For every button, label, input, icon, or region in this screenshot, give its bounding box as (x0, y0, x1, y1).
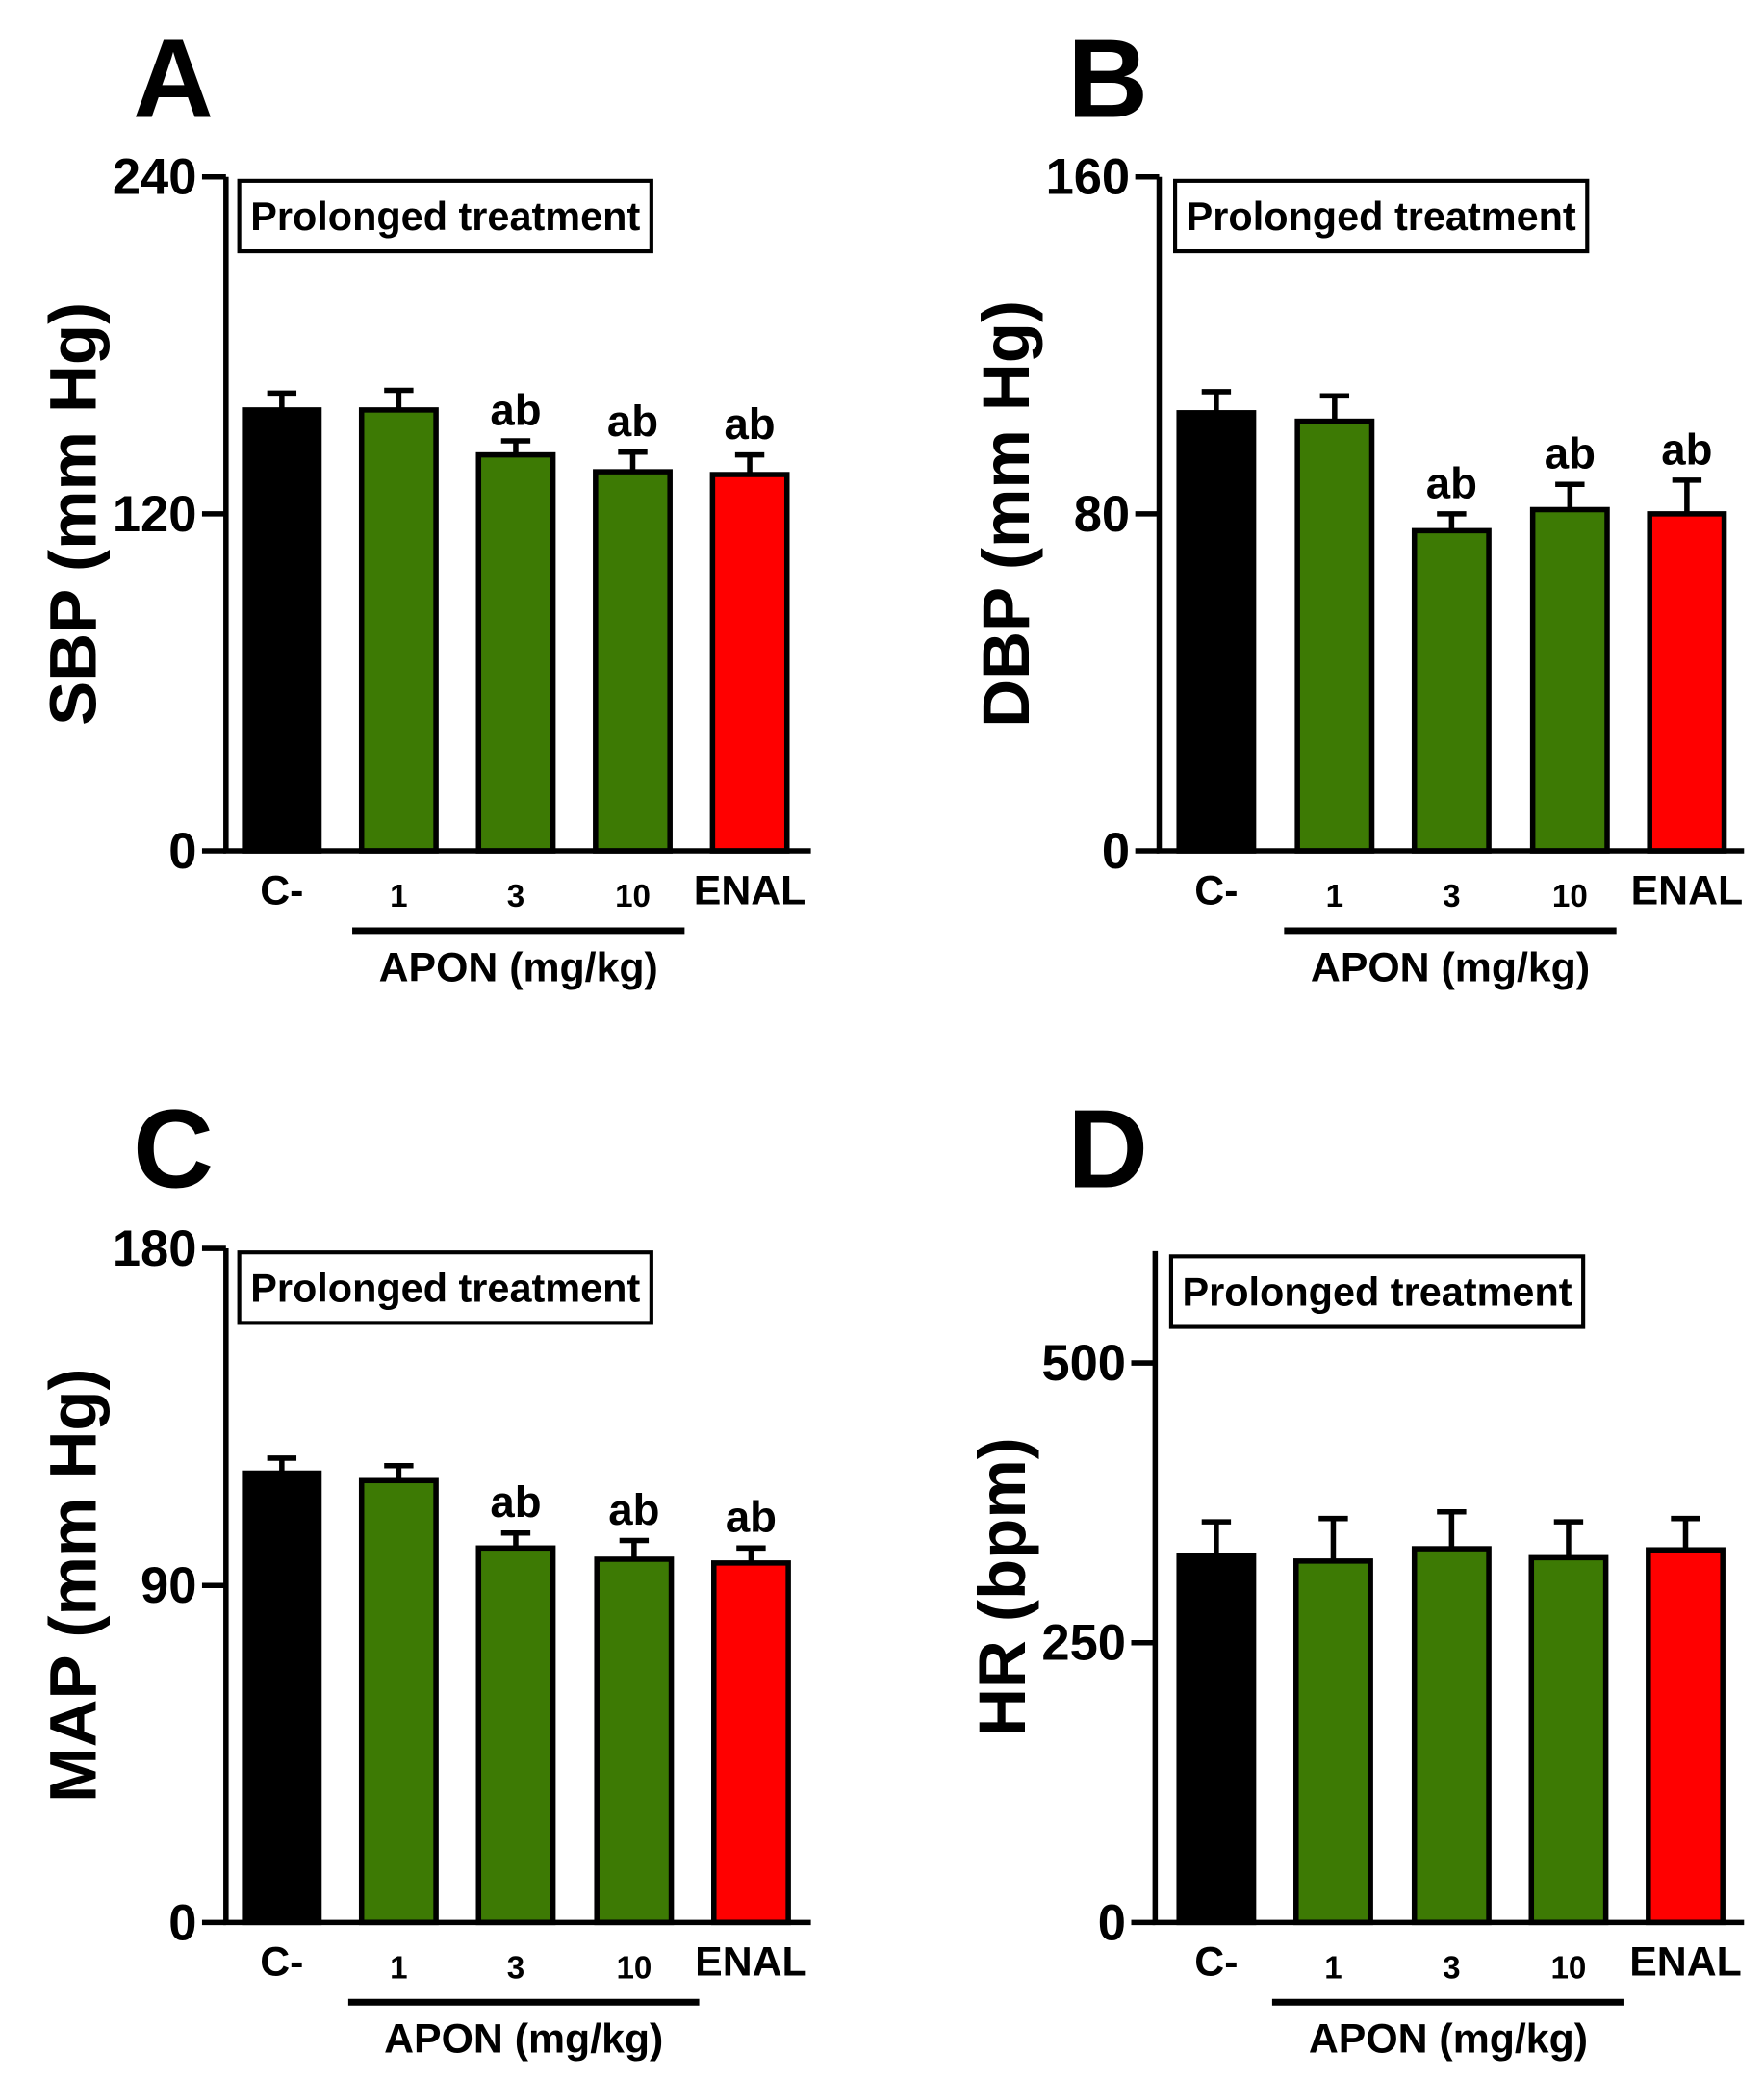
chart-title: Prolonged treatment (250, 1265, 640, 1310)
bar-enal (709, 472, 790, 854)
bar-c (242, 407, 322, 854)
y-tick-label: 250 (1041, 1615, 1126, 1672)
y-tick-label: 240 (113, 149, 197, 206)
significance-label: ab (608, 1485, 659, 1534)
category-label: 10 (1552, 879, 1588, 914)
panel-d: D Prolonged treatment C- 1 3 10 ENAL 0 250 500HR … (964, 1087, 1745, 2063)
significance-label: ab (490, 1477, 541, 1527)
panel-letter: A (133, 16, 214, 141)
y-tick-label: 90 (141, 1557, 196, 1614)
y-axis-label: DBP (mm Hg) (968, 300, 1043, 728)
significance-label: ab (490, 385, 541, 434)
category-label: C- (260, 867, 303, 913)
category-label: C- (260, 1939, 303, 1986)
bar-1 (358, 407, 439, 854)
category-label: 3 (507, 1950, 524, 1986)
title-box (1168, 1254, 1586, 1329)
category-label: C- (1194, 1939, 1238, 1986)
significance-label: ab (1661, 424, 1712, 474)
category-label: 3 (507, 879, 524, 914)
category-label: 1 (390, 879, 407, 914)
y-tick-label: 0 (168, 1894, 196, 1951)
y-tick-label: 120 (113, 486, 197, 543)
bar-1 (1293, 1558, 1373, 1926)
y-axis-label: HR (bpm) (964, 1437, 1039, 1736)
category-label: 1 (1324, 1950, 1342, 1986)
y-tick-label: 0 (168, 823, 196, 880)
category-label: 1 (1326, 879, 1343, 914)
y-axis-label: SBP (mm Hg) (35, 302, 110, 726)
bar-10 (594, 1556, 675, 1926)
significance-label: ab (1545, 429, 1596, 478)
y-tick-label: 80 (1074, 486, 1130, 543)
chart-title: Prolonged treatment (1187, 193, 1576, 239)
bar-10 (1528, 1554, 1609, 1926)
group-label: APON (mg/kg) (1309, 2016, 1588, 2063)
category-label: 1 (390, 1950, 407, 1986)
y-tick-label: 500 (1041, 1335, 1126, 1392)
panel-letter: B (1067, 16, 1148, 141)
significance-label: ab (1426, 458, 1477, 507)
bar-3 (475, 1545, 556, 1926)
category-label: ENAL (1629, 1939, 1742, 1986)
chart-title: Prolonged treatment (1183, 1269, 1572, 1314)
panel-letter: C (133, 1087, 214, 1212)
y-tick-label: 0 (1098, 1894, 1126, 1951)
category-label: 10 (615, 879, 651, 914)
group-label: APON (mg/kg) (1311, 944, 1590, 990)
bar-1 (1294, 418, 1375, 854)
bar-3 (475, 451, 556, 854)
category-label: 3 (1443, 879, 1460, 914)
title-box (237, 1250, 653, 1325)
panel-letter: D (1067, 1087, 1148, 1212)
significance-label: ab (726, 1493, 777, 1542)
title-box (237, 178, 653, 254)
bar-10 (593, 469, 673, 854)
panel-b: B Prolonged treatment C- 1 ab 3 ab 10 ab ENAL 0 80 1… (968, 16, 1745, 990)
y-axis-label: MAP (mm Hg) (35, 1369, 110, 1803)
chart-title: Prolonged treatment (250, 193, 640, 239)
bar-3 (1411, 1546, 1492, 1926)
category-label: C- (1194, 867, 1238, 913)
bar-enal (1646, 1547, 1726, 1926)
group-label: APON (mg/kg) (384, 2016, 663, 2063)
bar-10 (1529, 506, 1610, 854)
bar-c (1176, 410, 1257, 854)
title-box (1173, 178, 1590, 254)
significance-label: ab (607, 397, 658, 446)
bar-1 (358, 1477, 439, 1926)
y-tick-label: 160 (1046, 149, 1131, 206)
category-label: 3 (1443, 1950, 1460, 1986)
bar-c (1176, 1553, 1257, 1926)
panel-c: C Prolonged treatment C- 1 ab 3 ab 10 ab ENAL 0 90 1… (35, 1087, 811, 2063)
panel-a: A Prolonged treatment C- 1 ab 3 ab 10 ab ENAL 0 120… (35, 16, 811, 990)
category-label: ENAL (694, 867, 806, 913)
category-label: 10 (616, 1950, 652, 1986)
bar-enal (1647, 511, 1727, 854)
bar-enal (711, 1560, 791, 1926)
category-label: ENAL (695, 1939, 807, 1986)
category-label: 10 (1551, 1950, 1587, 1986)
y-tick-label: 0 (1102, 823, 1130, 880)
y-tick-label: 180 (113, 1220, 197, 1277)
bar-3 (1411, 527, 1492, 854)
category-label: ENAL (1631, 867, 1744, 913)
significance-label: ab (724, 399, 775, 449)
bar-c (242, 1470, 322, 1926)
group-label: APON (mg/kg) (379, 944, 658, 990)
